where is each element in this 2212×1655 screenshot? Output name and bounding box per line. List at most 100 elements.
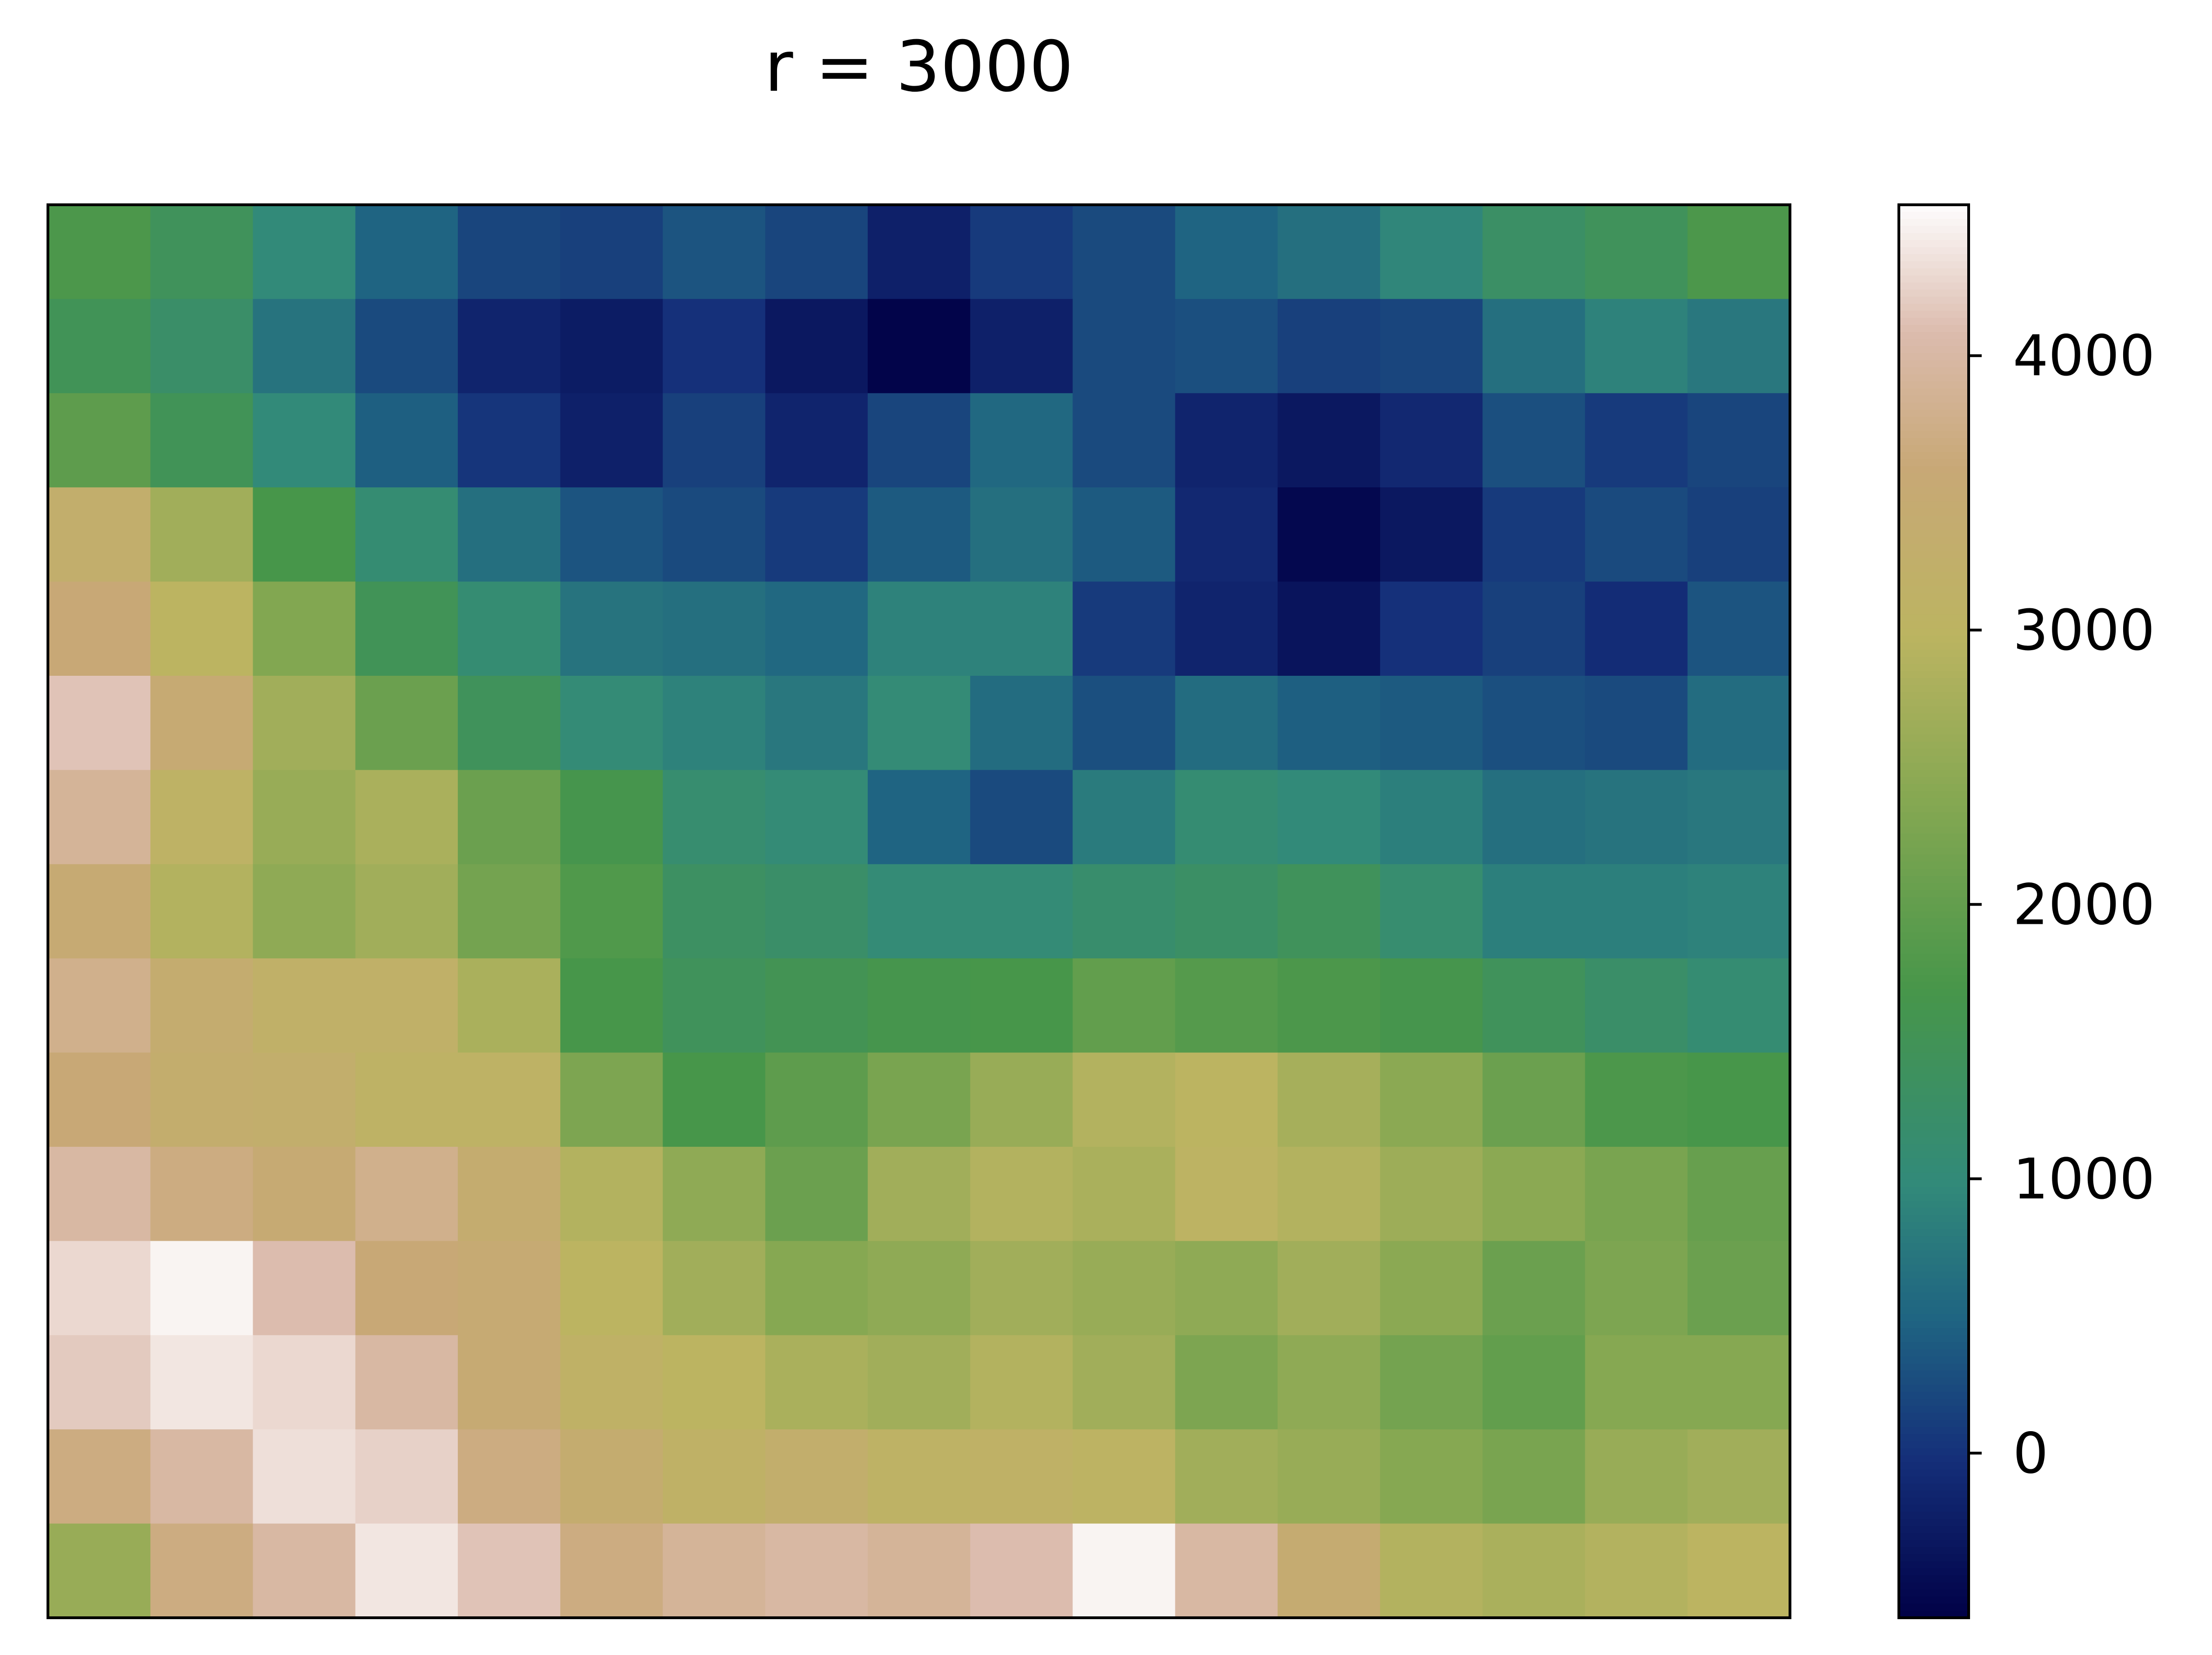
heatmap-cell	[560, 487, 664, 582]
heatmap-cell	[48, 1523, 151, 1618]
colorbar-segment	[1899, 303, 1969, 311]
colorbar-tick-label: 4000	[2013, 324, 2155, 389]
heatmap-cell	[1380, 487, 1483, 582]
heatmap-cell	[1175, 1052, 1278, 1147]
colorbar-segment	[1899, 1342, 1969, 1350]
colorbar-segment	[1899, 692, 1969, 700]
heatmap-cell	[150, 205, 254, 300]
colorbar-segment	[1899, 437, 1969, 446]
heatmap-cell	[765, 487, 868, 582]
colorbar-segment	[1899, 1307, 1969, 1315]
colorbar-segment	[1899, 480, 1969, 488]
heatmap-cell	[867, 487, 971, 582]
heatmap-cell	[1687, 393, 1790, 488]
colorbar-segment	[1899, 1201, 1969, 1209]
colorbar-segment	[1899, 650, 1969, 658]
heatmap-cell	[1380, 299, 1483, 394]
colorbar-segment	[1899, 826, 1969, 834]
heatmap-cell	[1072, 1147, 1176, 1242]
heatmap-cell	[1687, 958, 1790, 1053]
heatmap-cell	[1687, 676, 1790, 771]
heatmap-cell	[355, 676, 458, 771]
colorbar-segment	[1899, 600, 1969, 608]
colorbar-segment	[1899, 1292, 1969, 1300]
colorbar-segment	[1899, 381, 1969, 389]
colorbar-segment	[1899, 996, 1969, 1004]
colorbar-segment	[1899, 1441, 1969, 1449]
colorbar-segment	[1899, 530, 1969, 538]
colorbar-segment	[1899, 1505, 1969, 1513]
heatmap-cell	[1072, 1241, 1176, 1336]
heatmap-cell	[253, 1241, 356, 1336]
colorbar-segment	[1899, 1610, 1969, 1618]
heatmap-cell	[970, 1335, 1073, 1430]
colorbar-segment	[1899, 487, 1969, 495]
colorbar-segment	[1899, 841, 1969, 848]
colorbar-segment	[1899, 544, 1969, 552]
heatmap-cell	[48, 1335, 151, 1430]
colorbar-segment	[1899, 452, 1969, 460]
plot-frame	[47, 203, 1791, 1619]
colorbar-segment	[1899, 657, 1969, 665]
colorbar-segment	[1899, 883, 1969, 891]
heatmap-cell	[1072, 770, 1176, 865]
colorbar-segment	[1899, 1158, 1969, 1166]
colorbar-segment	[1899, 1299, 1969, 1308]
heatmap-cell	[867, 958, 971, 1053]
colorbar-segment	[1899, 523, 1969, 531]
colorbar-segment	[1899, 791, 1969, 799]
colorbar-segment	[1899, 473, 1969, 481]
heatmap-cell	[48, 299, 151, 394]
heatmap-cell	[253, 864, 356, 959]
heatmap-cell	[1585, 393, 1688, 488]
colorbar-segment	[1899, 1497, 1969, 1506]
colorbar-segment	[1899, 1272, 1969, 1279]
colorbar-segment	[1899, 565, 1969, 573]
colorbar-segment	[1899, 678, 1969, 686]
colorbar-segment	[1899, 1172, 1969, 1180]
colorbar-segment	[1899, 1052, 1969, 1060]
heatmap-cell	[253, 299, 356, 394]
colorbar-segment	[1899, 445, 1969, 453]
heatmap-cell	[253, 676, 356, 771]
heatmap-cell	[1380, 1429, 1483, 1524]
chart-title: r = 3000	[764, 27, 1073, 108]
heatmap-cell	[1277, 1335, 1381, 1430]
colorbar-segment	[1899, 593, 1969, 601]
colorbar-segment	[1899, 310, 1969, 318]
heatmap-cell	[1687, 581, 1790, 676]
colorbar-segment	[1899, 1321, 1969, 1329]
heatmap-cell	[457, 1429, 561, 1524]
heatmap-cell	[48, 393, 151, 488]
colorbar-segment	[1899, 713, 1969, 721]
colorbar-segment	[1899, 777, 1969, 785]
heatmap-cell	[457, 1052, 561, 1147]
heatmap-cell	[765, 1523, 868, 1618]
heatmap-cell	[150, 299, 254, 394]
colorbar-segment	[1899, 1243, 1969, 1251]
colorbar-segment	[1899, 628, 1969, 636]
colorbar-segment	[1899, 1123, 1969, 1131]
heatmap-cell	[457, 393, 561, 488]
heatmap-cell	[560, 1052, 664, 1147]
colorbar-segment	[1899, 403, 1969, 410]
colorbar-segment	[1899, 1024, 1969, 1032]
colorbar-segment	[1899, 1265, 1969, 1272]
colorbar-segment	[1899, 1187, 1969, 1195]
colorbar-frame	[1897, 203, 1970, 1619]
heatmap-cell	[1072, 487, 1176, 582]
colorbar-segment	[1899, 798, 1969, 806]
colorbar-segment	[1899, 1038, 1969, 1046]
colorbar-segment	[1899, 424, 1969, 431]
heatmap-cell	[1277, 487, 1381, 582]
heatmap-cell	[765, 1241, 868, 1336]
colorbar-segment	[1899, 890, 1969, 898]
heatmap-cell	[1175, 1335, 1278, 1430]
colorbar-segment	[1899, 1603, 1969, 1611]
colorbar-segment	[1899, 1116, 1969, 1124]
heatmap-cell	[560, 770, 664, 865]
colorbar-segment	[1899, 1392, 1969, 1399]
heatmap-cell	[560, 958, 664, 1053]
heatmap-cell	[1380, 581, 1483, 676]
